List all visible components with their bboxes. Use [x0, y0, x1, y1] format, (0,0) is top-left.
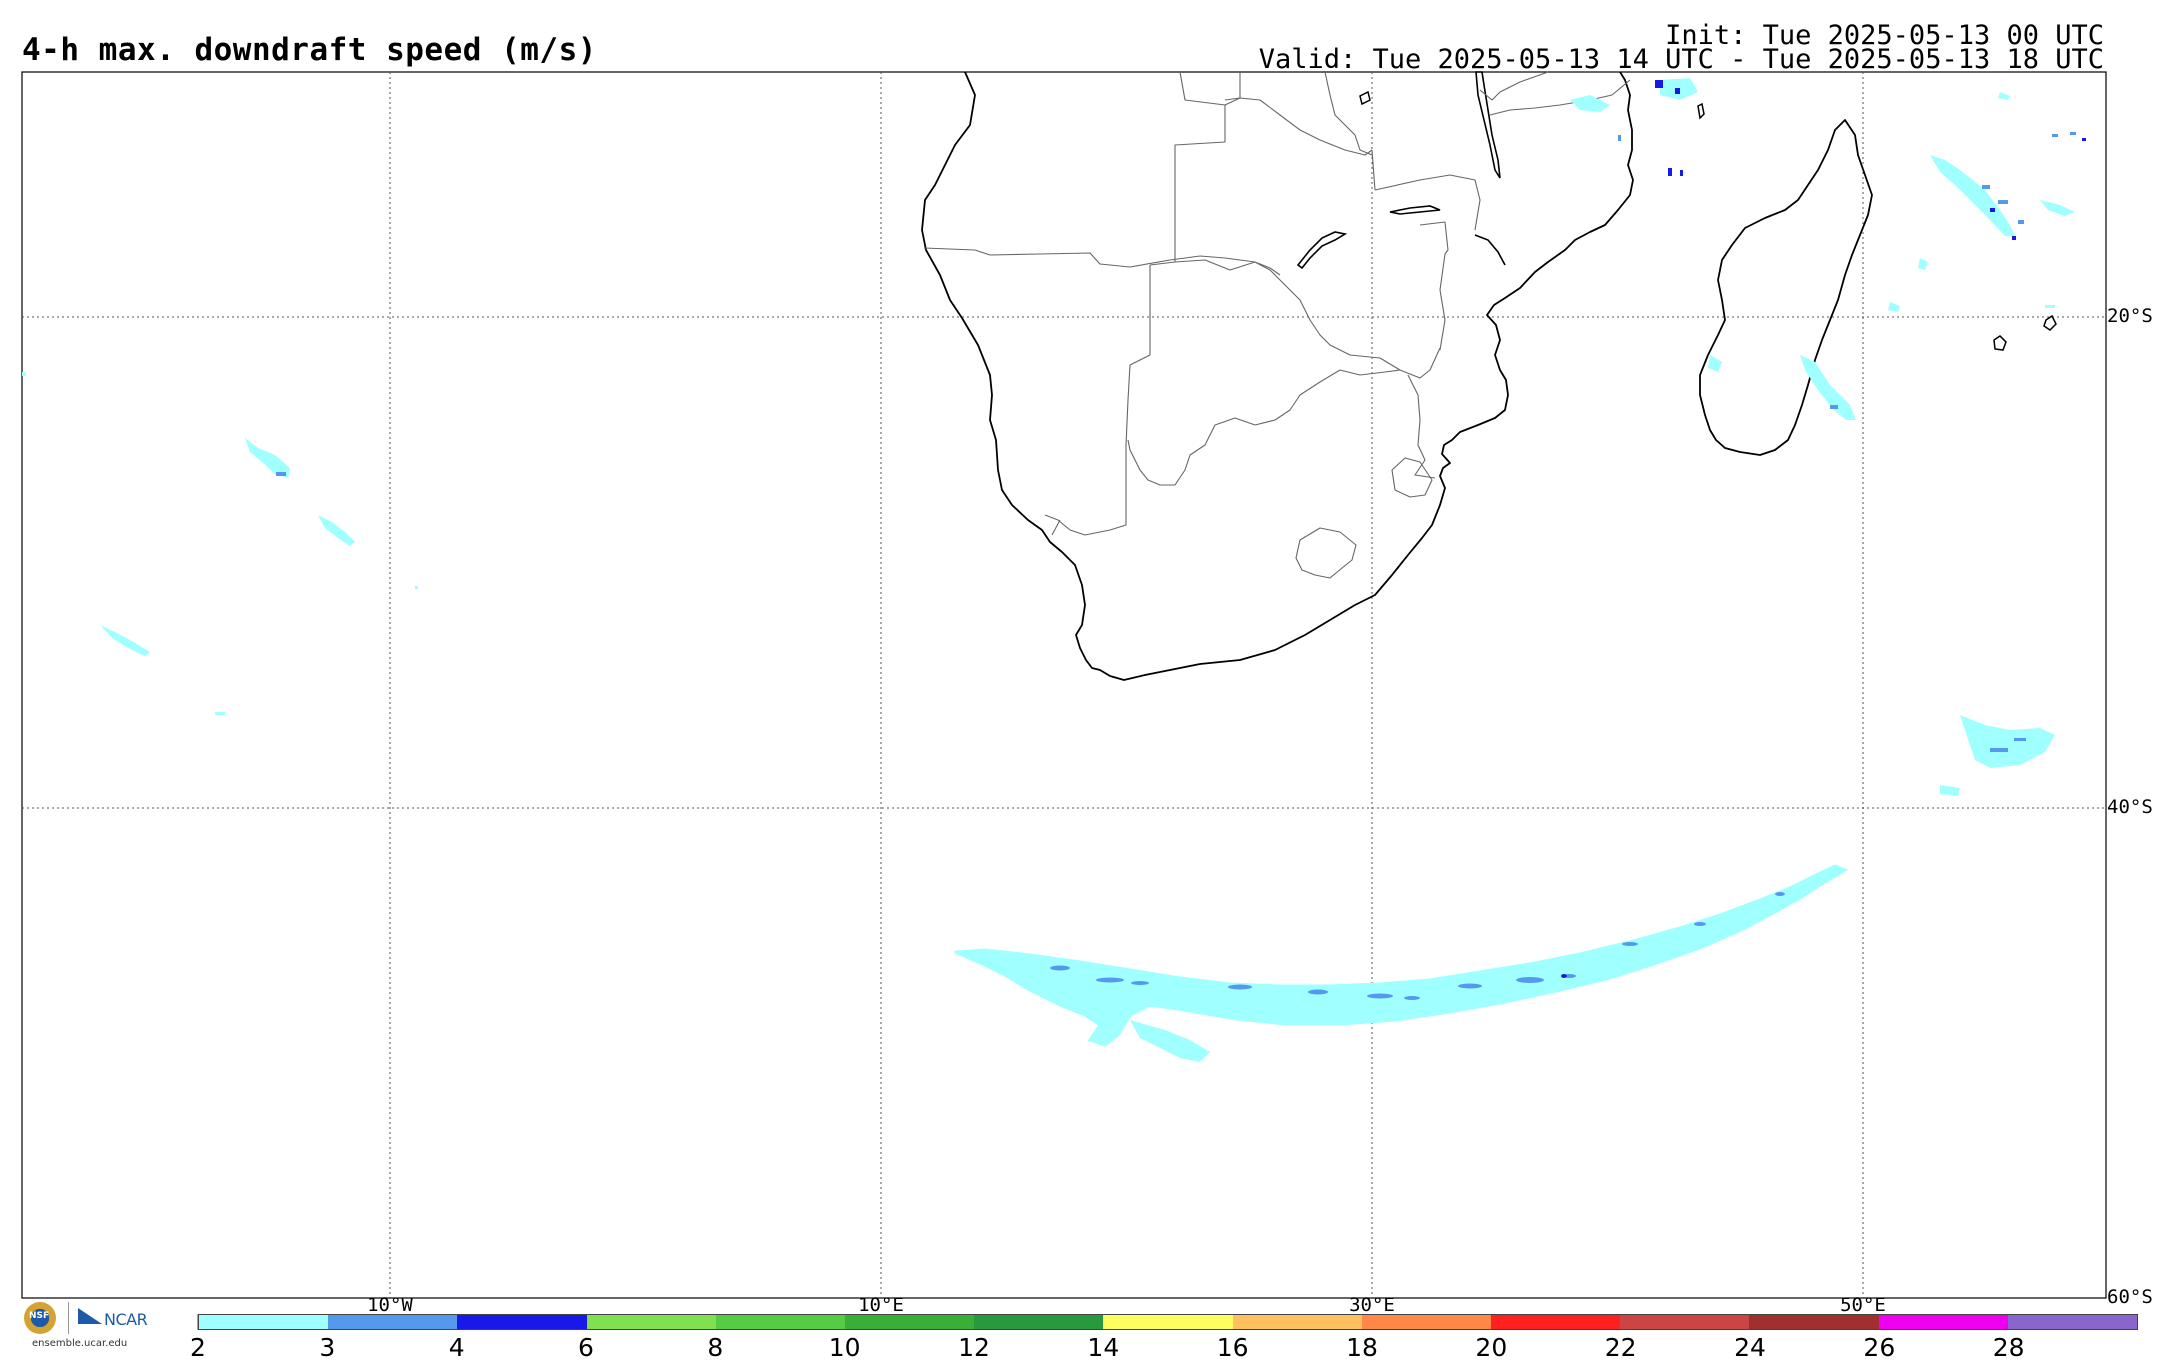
- colorbar-tick-label: 3: [319, 1333, 336, 1362]
- colorbar-swatch: [328, 1315, 458, 1329]
- nsf-logo-icon: [24, 1302, 56, 1334]
- cahora-bassa: [1389, 205, 1441, 215]
- colorbar-swatch: [1103, 1315, 1233, 1329]
- graticule: [22, 72, 2106, 1298]
- colorbar-swatch: [1878, 1315, 2008, 1329]
- colorbar-tick-label: 2: [190, 1333, 206, 1362]
- colorbar-swatch: [1620, 1315, 1750, 1329]
- colorbar-tick-label: 18: [1346, 1333, 1378, 1362]
- ncar-logo-icon: [78, 1308, 102, 1324]
- colorbar-swatch: [457, 1315, 587, 1329]
- colorbar-tick-label: 10: [828, 1333, 861, 1362]
- init-time: Init: Tue 2025-05-13 00 UTC: [1665, 20, 2104, 51]
- site-url: ensemble.ucar.edu: [32, 1338, 128, 1349]
- downdraft-se-ocean: [1940, 715, 2055, 796]
- colorbar-swatch: [2007, 1315, 2138, 1329]
- colorbar-tick-label: 4: [448, 1333, 465, 1362]
- colorbar-swatch: [845, 1315, 975, 1329]
- country-borders: [923, 71, 1631, 579]
- downdraft-atlantic-west: [22, 372, 418, 715]
- colorbar-swatch: [715, 1315, 846, 1329]
- ncar-logo-text: NCAR: [104, 1310, 148, 1329]
- reunion: [2043, 314, 2057, 331]
- comoros: [1697, 102, 1705, 120]
- lon-label-10e: 10°E: [858, 1294, 904, 1316]
- colorbar-tick-label: 6: [578, 1333, 594, 1362]
- lon-label-30e: 30°E: [1349, 1294, 1395, 1316]
- valid-time: Valid: Tue 2025-05-13 14 UTC - Tue 2025-…: [1258, 44, 2104, 75]
- colorbar-swatch: [586, 1315, 716, 1329]
- colorbar-tick-label: 22: [1604, 1333, 1637, 1362]
- colorbar-swatch: [1232, 1315, 1362, 1329]
- downdraft-ne-ocean: [1888, 92, 2086, 312]
- colorbar: [198, 1314, 2138, 1330]
- downdraft-core: [1050, 892, 1785, 1000]
- lake-victoria-fragment: [1359, 90, 1371, 106]
- nsf-logo-text: NSF: [29, 1311, 50, 1321]
- colorbar-swatch: [1361, 1315, 1492, 1329]
- africa-coastline: [921, 71, 1634, 681]
- colorbar-swatch: [1491, 1315, 1621, 1329]
- downdraft-north-mozambique: [1570, 78, 1698, 176]
- lon-label-50e: 50°E: [1840, 1294, 1886, 1316]
- colorbar-swatch: [199, 1315, 329, 1329]
- madagascar-coastline: [1699, 119, 1873, 456]
- colorbar-tick-label: 14: [1087, 1333, 1120, 1362]
- colorbar-tick-label: 24: [1734, 1333, 1766, 1362]
- colorbar-swatch: [974, 1315, 1104, 1329]
- mauritius: [1993, 335, 2007, 351]
- colorbar-swatch: [1749, 1315, 1879, 1329]
- colorbar-tick-label: 16: [1216, 1333, 1249, 1362]
- map-title: 4-h max. downdraft speed (m/s): [22, 32, 597, 68]
- colorbar-tick-label: 12: [958, 1333, 990, 1362]
- downdraft-shading: [22, 78, 2086, 1062]
- downdraft-madagascar: [1708, 355, 1856, 420]
- lat-label-60s: 60°S: [2107, 1286, 2153, 1308]
- colorbar-tick-label: 20: [1475, 1333, 1508, 1362]
- logo-block: NSF NCAR ensemble.ucar.edu: [22, 1300, 172, 1350]
- lat-label-20s: 20°S: [2107, 305, 2153, 327]
- zambezi-mouth: [1474, 234, 1506, 266]
- logo-divider: [68, 1302, 69, 1334]
- map-frame: [21, 71, 2107, 1299]
- colorbar-tick-label: 26: [1863, 1333, 1896, 1362]
- colorbar-tick-label: 8: [707, 1333, 724, 1362]
- downdraft-band-south: [954, 864, 1849, 1047]
- lat-label-40s: 40°S: [2107, 796, 2153, 818]
- lake-malawi: [1475, 71, 1501, 179]
- downdraft-band-tail: [1130, 1020, 1210, 1062]
- lon-label-10w: 10°W: [367, 1294, 413, 1316]
- lake-kariba: [1296, 231, 1348, 270]
- colorbar-tick-label: 28: [1992, 1333, 2025, 1362]
